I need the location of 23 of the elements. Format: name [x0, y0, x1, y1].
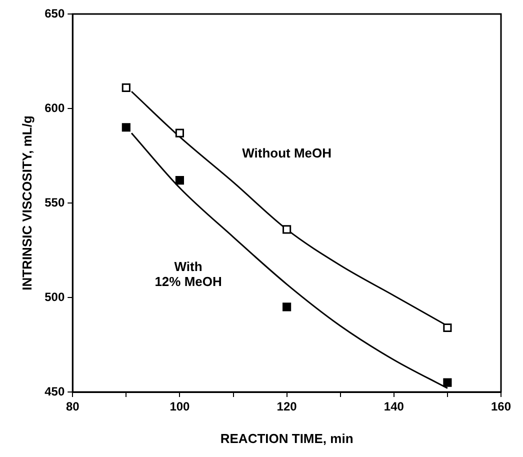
point: [122, 83, 130, 92]
point: [282, 302, 292, 312]
line-series: [130, 132, 448, 389]
annotation: With 12% MeOH: [154, 258, 222, 289]
x-axis-title: REACTION TIME, min: [220, 430, 354, 446]
y-tick-label: 450: [44, 384, 65, 398]
point: [443, 378, 452, 387]
point: [175, 128, 184, 138]
annotation: Without MeOH: [242, 145, 332, 160]
point: [443, 323, 452, 332]
y-axis-title: INTRINSIC VISCOSITY, mL/g: [19, 116, 34, 290]
point: [282, 225, 292, 234]
point: [122, 123, 130, 132]
y-tick-label: 650: [44, 6, 65, 20]
x-tick-label: 140: [384, 400, 404, 414]
x-tick-label: 120: [276, 400, 298, 414]
x-tick-label: 80: [66, 400, 80, 414]
y-tick-label: 600: [44, 100, 65, 115]
x-tick-label: 160: [490, 400, 512, 414]
point: [175, 176, 184, 185]
y-tick-label: 500: [44, 290, 65, 304]
x-tick-label: 100: [170, 400, 190, 414]
y-tick-label: 550: [44, 195, 65, 210]
